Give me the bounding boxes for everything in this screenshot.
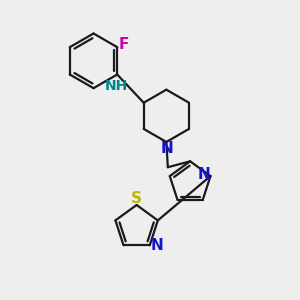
Text: F: F: [118, 37, 129, 52]
Text: N: N: [151, 238, 164, 253]
Text: NH: NH: [105, 79, 128, 93]
Text: N: N: [198, 167, 210, 182]
Text: S: S: [130, 191, 142, 206]
Text: N: N: [161, 141, 174, 156]
